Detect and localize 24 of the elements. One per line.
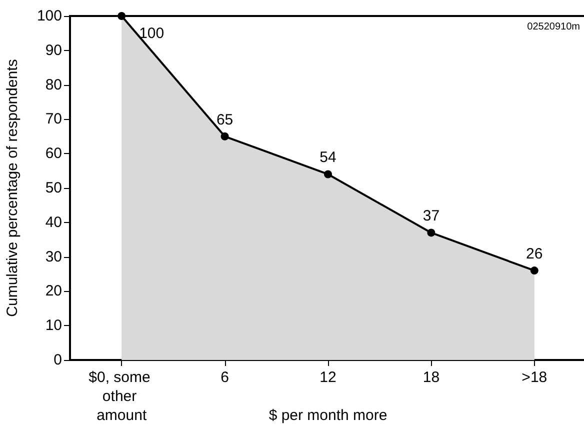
data-label: 37 bbox=[422, 208, 440, 225]
y-tick-label: 60 bbox=[45, 145, 62, 162]
y-tick-label: 80 bbox=[45, 76, 62, 94]
y-tick-label: 70 bbox=[45, 110, 62, 128]
y-tick-label: 0 bbox=[54, 352, 62, 368]
x-tick-label: 18 bbox=[422, 369, 440, 386]
data-label: 100 bbox=[139, 25, 164, 42]
data-label: 26 bbox=[526, 246, 543, 263]
x-tick-label: 6 bbox=[220, 369, 229, 386]
x-tick-label: 12 bbox=[320, 369, 336, 386]
y-tick-label: 20 bbox=[45, 282, 62, 300]
data-label: 54 bbox=[320, 149, 336, 166]
data-label: 65 bbox=[216, 111, 234, 128]
y-tick-label: 50 bbox=[45, 180, 62, 196]
y-tick-label: 90 bbox=[45, 42, 62, 59]
x-axis-title: $ per month more bbox=[268, 407, 388, 424]
x-tick-label: $0, some other amount bbox=[88, 369, 155, 424]
y-tick-label: 40 bbox=[45, 214, 62, 231]
y-tick-label: 10 bbox=[45, 317, 62, 334]
y-tick-label: 30 bbox=[45, 248, 62, 266]
x-tick-label: >18 bbox=[522, 369, 548, 386]
y-axis-title: Cumulative percentage of respondents bbox=[4, 59, 21, 317]
annotation: 02520910m bbox=[527, 22, 580, 32]
y-tick-label: 100 bbox=[36, 8, 62, 24]
